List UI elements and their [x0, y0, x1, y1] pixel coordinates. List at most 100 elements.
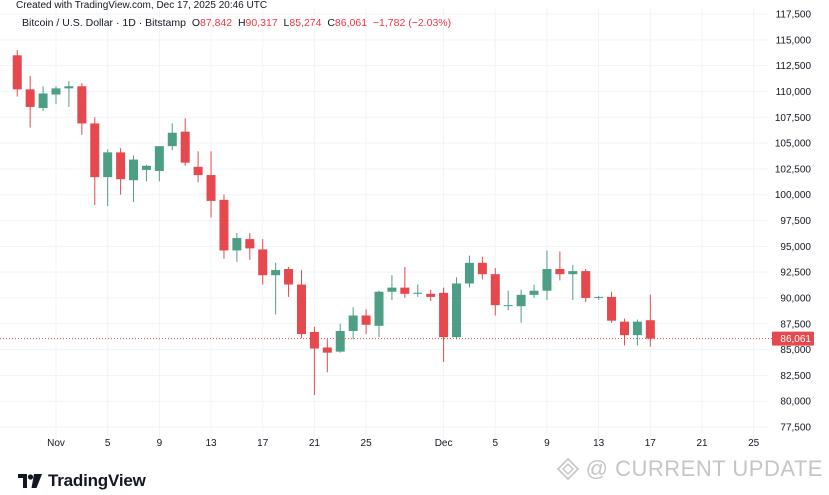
- candle: [180, 118, 190, 166]
- change-value: −1,782 (−2.03%): [372, 17, 452, 29]
- candle: [219, 194, 229, 259]
- candle: [607, 291, 617, 323]
- candle: [38, 86, 48, 112]
- candle-body: [103, 152, 113, 178]
- candle: [154, 146, 164, 182]
- candle-series: [12, 50, 655, 395]
- low-value: 85,274: [289, 17, 322, 29]
- price-axis: 77,500 80,000 82,500 85,000 87,500 90,000 92,5…: [772, 10, 814, 434]
- candle: [103, 149, 113, 207]
- candle: [568, 264, 578, 301]
- symbol-title: Bitcoin / U.S. Dollar · 1D · Bitstamp: [22, 17, 186, 29]
- candle-body: [619, 321, 629, 336]
- price-tick-label: 90,000: [780, 293, 811, 304]
- high-label: H: [237, 17, 246, 29]
- date-tick-label: 21: [696, 438, 708, 449]
- candle: [632, 319, 642, 346]
- price-tick-label: 77,500: [780, 423, 811, 434]
- candle: [581, 269, 591, 303]
- candle: [206, 151, 216, 218]
- candle: [167, 123, 177, 151]
- candle: [413, 284, 423, 297]
- open-label: O: [191, 17, 200, 29]
- candle-body: [594, 296, 604, 298]
- candle: [594, 295, 604, 301]
- candle-body: [180, 131, 190, 163]
- price-tick-label: 97,500: [780, 216, 811, 227]
- candle-body: [503, 305, 513, 307]
- candle: [245, 232, 255, 260]
- candle: [271, 262, 281, 315]
- candle: [12, 50, 22, 97]
- candle: [77, 83, 87, 135]
- candle: [141, 164, 151, 182]
- price-tick-label: 115,000: [776, 35, 812, 46]
- candle-body: [284, 269, 294, 285]
- high-value: 90,317: [245, 17, 278, 29]
- candle: [503, 290, 513, 311]
- candle: [452, 277, 462, 340]
- candle: [426, 289, 436, 302]
- candle-body: [77, 86, 87, 124]
- price-tick-label: 85,000: [780, 345, 811, 356]
- candle-body: [193, 166, 203, 176]
- price-tick-label: 100,000: [775, 190, 812, 201]
- watermark: @ CURRENT UPDATE: [556, 456, 823, 482]
- candle: [542, 250, 552, 301]
- candle-body: [400, 287, 410, 294]
- date-tick-label: Dec: [435, 438, 453, 449]
- price-tick-label: 92,500: [780, 268, 811, 279]
- date-tick-label: 25: [748, 438, 760, 449]
- symbol-info-bar: Bitcoin / U.S. Dollar · 1D · Bitstamp O 8…: [22, 17, 451, 29]
- candle-body: [206, 175, 216, 201]
- price-tick-label: 112,500: [776, 61, 812, 72]
- candle-body: [348, 315, 358, 331]
- candle-body: [632, 321, 642, 336]
- candle-body: [335, 330, 345, 352]
- candle-body: [245, 239, 255, 249]
- candle-body: [426, 293, 436, 297]
- close-value: 86,061: [334, 17, 368, 29]
- candle-body: [568, 271, 578, 275]
- close-label: C: [327, 17, 335, 29]
- candle: [232, 232, 242, 262]
- candle-body: [322, 347, 332, 353]
- candle-body: [452, 283, 462, 338]
- date-tick-label: 5: [492, 438, 498, 449]
- grid-lines: [0, 8, 768, 440]
- candle: [439, 287, 449, 362]
- date-tick-label: 9: [157, 438, 163, 449]
- candle-body: [529, 290, 539, 295]
- candle: [490, 267, 500, 316]
- price-tick-label: 117,500: [776, 10, 812, 21]
- watermark-text: @ CURRENT UPDATE: [585, 456, 823, 481]
- price-tick-label: 87,500: [780, 319, 811, 330]
- candle-body: [116, 152, 126, 180]
- candle-body: [464, 262, 474, 284]
- candle: [529, 284, 539, 298]
- date-tick-label: 5: [105, 438, 111, 449]
- candle-body: [129, 159, 139, 181]
- last-price-label: 86,061: [780, 334, 811, 345]
- candle-body: [296, 284, 306, 335]
- candle: [477, 256, 487, 280]
- candle-body: [167, 132, 177, 147]
- candle: [258, 239, 268, 285]
- date-tick-label: 17: [645, 438, 657, 449]
- candle: [116, 148, 126, 195]
- candle-body: [141, 165, 151, 170]
- candle-body: [374, 291, 384, 326]
- date-tick-label: 13: [205, 438, 217, 449]
- candle: [374, 290, 384, 338]
- date-tick-label: 25: [361, 438, 373, 449]
- candle: [309, 326, 319, 395]
- candle-body: [232, 238, 242, 251]
- candle: [51, 86, 61, 104]
- candle-body: [387, 287, 397, 292]
- date-tick-label: 21: [309, 438, 321, 449]
- last-price-tag: [772, 331, 814, 346]
- price-tick-label: 110,000: [776, 87, 812, 98]
- candle: [555, 251, 565, 281]
- candle-body: [413, 292, 423, 294]
